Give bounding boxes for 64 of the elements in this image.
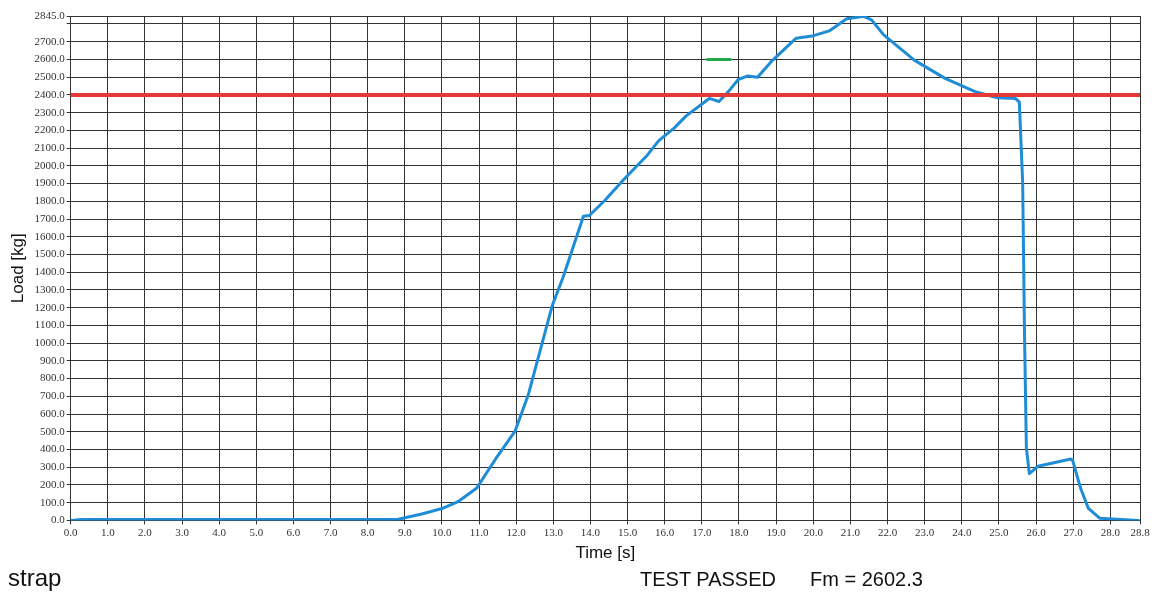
text: TEST PASSED xyxy=(640,568,776,590)
y-tick-label: 2600.0 xyxy=(34,52,66,65)
x-tick-label: 21.0 xyxy=(840,525,861,538)
x-tick-label: 22.0 xyxy=(877,525,898,538)
x-tick-label: 13.0 xyxy=(543,525,564,538)
x-tick-label: 5.0 xyxy=(249,525,264,538)
y-tick-label: 1300.0 xyxy=(34,282,66,295)
y-tick-label: 2200.0 xyxy=(34,123,66,136)
y-tick-label: 100.0 xyxy=(39,495,66,508)
x-tick-label: 15.0 xyxy=(617,525,638,538)
text: strap xyxy=(8,564,62,591)
x-tick-label: 10.0 xyxy=(432,525,453,538)
y-tick-label: 500.0 xyxy=(39,424,66,437)
y-tick-label: 1800.0 xyxy=(34,194,66,207)
text: Fm = 2602.3 xyxy=(810,568,923,590)
x-tick-label: 7.0 xyxy=(323,525,338,538)
x-axis-title: Time [s] xyxy=(575,543,636,563)
x-tick-label: 11.0 xyxy=(469,525,489,538)
x-tick-label: 20.0 xyxy=(803,525,824,538)
x-tick-label: 2.0 xyxy=(138,525,153,538)
x-tick-label: 14.0 xyxy=(580,525,601,538)
y-tick-label: 700.0 xyxy=(39,389,66,402)
x-tick-label: 16.0 xyxy=(655,525,675,538)
x-tick-label: 27.0 xyxy=(1063,525,1084,538)
x-tick-label: 3.0 xyxy=(175,525,190,538)
y-tick-label: 300.0 xyxy=(39,460,66,473)
y-tick-label: 1400.0 xyxy=(34,265,66,278)
y-tick-label: 1100.0 xyxy=(34,318,66,331)
y-tick-label: 600.0 xyxy=(39,406,66,419)
y-tick-label: 0.0 xyxy=(50,513,66,526)
y-tick-label: 900.0 xyxy=(39,353,66,366)
y-tick-label: 2845.0 xyxy=(34,8,66,21)
x-tick-label: 25.0 xyxy=(989,525,1010,538)
x-tick-label: 4.0 xyxy=(212,525,227,538)
x-tick-label: 23.0 xyxy=(915,525,935,538)
y-tick-label: 1600.0 xyxy=(34,229,66,242)
y-tick-label: 400.0 xyxy=(39,442,66,455)
x-tick-label: 19.0 xyxy=(766,525,787,538)
y-tick-label: 2400.0 xyxy=(34,87,66,100)
y-tick-label: 2000.0 xyxy=(34,158,66,171)
x-tick-label: 6.0 xyxy=(286,525,301,538)
x-tick-label: 9.0 xyxy=(397,525,413,538)
y-axis-title: Load [kg] xyxy=(7,233,27,304)
y-tick-label: 1200.0 xyxy=(34,300,66,313)
y-tick-label: 1700.0 xyxy=(34,211,66,224)
x-tick-label: 8.0 xyxy=(360,525,376,538)
x-tick-label: 12.0 xyxy=(506,525,527,538)
x-tick-label: 28.8 xyxy=(1130,525,1151,538)
x-tick-label: 24.0 xyxy=(952,525,972,538)
x-tick-label: 17.0 xyxy=(692,525,712,538)
y-tick-label: 1500.0 xyxy=(34,247,66,260)
y-tick-label: 2300.0 xyxy=(34,105,66,118)
y-tick-label: 1000.0 xyxy=(34,336,66,348)
x-tick-label: 1.0 xyxy=(100,525,116,538)
y-tick-label: 1900.0 xyxy=(34,176,66,189)
y-tick-label: 800.0 xyxy=(39,371,66,384)
x-tick-label: 0.0 xyxy=(63,525,79,538)
x-tick-label: 26.0 xyxy=(1026,525,1047,538)
y-tick-label: 2500.0 xyxy=(34,70,66,83)
y-tick-label: 2100.0 xyxy=(34,140,66,153)
x-tick-label: 18.0 xyxy=(729,525,750,538)
y-tick-label: 200.0 xyxy=(39,477,66,490)
y-tick-label: 2700.0 xyxy=(34,34,66,47)
x-tick-label: 28.0 xyxy=(1100,525,1121,538)
